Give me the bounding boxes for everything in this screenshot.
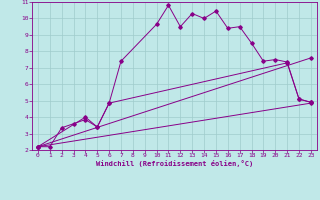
X-axis label: Windchill (Refroidissement éolien,°C): Windchill (Refroidissement éolien,°C) [96, 160, 253, 167]
